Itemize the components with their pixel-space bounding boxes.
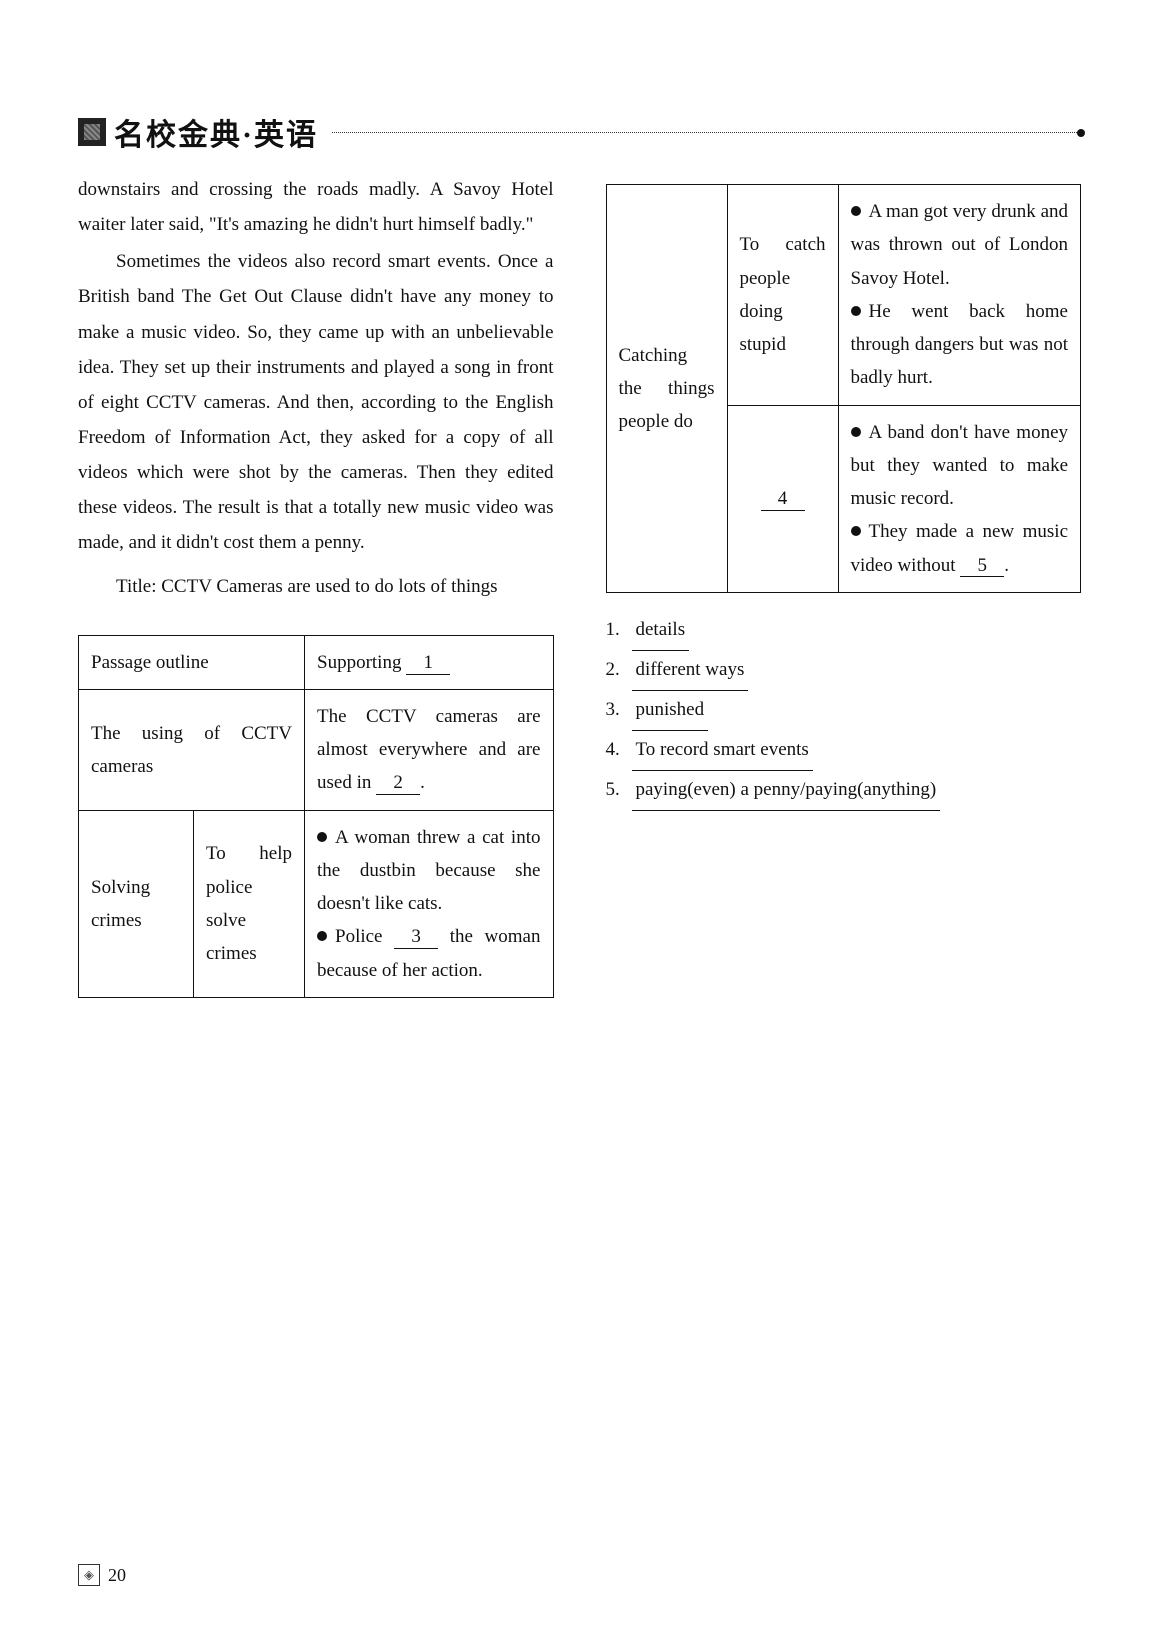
- table-title: Title: CCTV Cameras are used to do lots …: [78, 569, 554, 604]
- cell-catch-stupid: To catch people doing stupid: [727, 185, 838, 406]
- blank-4: 4: [761, 489, 805, 511]
- answer-text: different ways: [632, 651, 749, 691]
- answer-item: 3.punished: [606, 691, 1082, 731]
- answer-item: 4.To record smart events: [606, 731, 1082, 771]
- answer-text: To record smart events: [632, 731, 813, 771]
- para-continuation: downstairs and crossing the roads madly.…: [78, 172, 554, 242]
- answer-text: details: [632, 611, 690, 651]
- bullet-icon: [851, 427, 861, 437]
- bullet-item: A band don't have money but they wanted …: [851, 416, 1069, 516]
- page: 名校金典·英语 downstairs and crossing the road…: [0, 0, 1159, 1638]
- footer: ◈ 20: [78, 1564, 126, 1586]
- cell-solving-crimes: Solving crimes: [79, 810, 194, 997]
- para-smart-events: Sometimes the videos also record smart e…: [78, 244, 554, 560]
- text: The CCTV cameras are almost everywhere a…: [317, 706, 541, 794]
- text: Police: [335, 926, 394, 947]
- answer-num: 3.: [606, 691, 632, 729]
- cell-using-cctv-detail: The CCTV cameras are almost everywhere a…: [305, 689, 554, 810]
- blank-2: 2: [376, 773, 420, 795]
- cell-help-police: To help police solve crimes: [194, 810, 305, 997]
- outline-table-left: Passage outline Supporting 1 The using o…: [78, 635, 554, 998]
- cell-using-cctv: The using of CCTV cameras: [79, 689, 305, 810]
- text: A man got very drunk and was thrown out …: [851, 201, 1069, 289]
- cell-supporting: Supporting 1: [305, 635, 554, 689]
- table-row: Catching the things people do To catch p…: [606, 185, 1081, 406]
- outline-table-right: Catching the things people do To catch p…: [606, 184, 1082, 593]
- left-column: downstairs and crossing the roads madly.…: [78, 172, 554, 998]
- cell-catching-things: Catching the things people do: [606, 185, 727, 593]
- bullet-item: A man got very drunk and was thrown out …: [851, 195, 1069, 295]
- bullet-item: He went back home through dangers but wa…: [851, 295, 1069, 395]
- blank-1: 1: [406, 653, 450, 675]
- text: .: [420, 772, 425, 793]
- cell-blank-4: 4: [727, 405, 838, 592]
- table-row: Solving crimes To help police solve crim…: [79, 810, 554, 997]
- two-column-body: downstairs and crossing the roads madly.…: [78, 172, 1081, 998]
- page-number: 20: [108, 1565, 126, 1586]
- text: A band don't have money but they wanted …: [851, 422, 1069, 510]
- answer-text: paying(even) a penny/paying(anything): [632, 771, 941, 811]
- bullet-icon: [317, 931, 327, 941]
- cell-crimes-bullets: A woman threw a cat into the dustbin bec…: [305, 810, 554, 997]
- text: A woman threw a cat into the dustbin bec…: [317, 827, 541, 915]
- text: He went back home through dangers but wa…: [851, 301, 1069, 389]
- blank-5: 5: [960, 556, 1004, 578]
- text: Supporting: [317, 652, 406, 673]
- brand-rule: [332, 132, 1081, 133]
- answer-num: 4.: [606, 731, 632, 769]
- bullet-icon: [851, 526, 861, 536]
- bullet-item: A woman threw a cat into the dustbin bec…: [317, 821, 541, 921]
- answer-item: 1.details: [606, 611, 1082, 651]
- cell-band-bullets: A band don't have money but they wanted …: [838, 405, 1081, 592]
- answer-num: 1.: [606, 611, 632, 649]
- blank-3: 3: [394, 927, 438, 949]
- text: .: [1004, 555, 1009, 576]
- bullet-icon: [851, 206, 861, 216]
- bullet-item: They made a new music video without 5.: [851, 515, 1069, 582]
- brand-title: 名校金典·英语: [114, 110, 318, 154]
- brand-row: 名校金典·英语: [78, 110, 1081, 154]
- text: They made a new music video without: [851, 521, 1069, 575]
- answers-list: 1.details 2.different ways 3.punished 4.…: [606, 611, 1082, 811]
- bullet-item: Police 3 the woman because of her action…: [317, 920, 541, 987]
- table-row: The using of CCTV cameras The CCTV camer…: [79, 689, 554, 810]
- bullet-icon: [317, 832, 327, 842]
- cell-drunk-bullets: A man got very drunk and was thrown out …: [838, 185, 1081, 406]
- answer-text: punished: [632, 691, 709, 731]
- right-column: Catching the things people do To catch p…: [606, 172, 1082, 998]
- bullet-icon: [851, 306, 861, 316]
- footer-ornament-icon: ◈: [78, 1564, 100, 1586]
- table-row: Passage outline Supporting 1: [79, 635, 554, 689]
- brand-mark-icon: [78, 118, 106, 146]
- answer-item: 2.different ways: [606, 651, 1082, 691]
- answer-num: 5.: [606, 771, 632, 809]
- cell-passage-outline: Passage outline: [79, 635, 305, 689]
- answer-num: 2.: [606, 651, 632, 689]
- answer-item: 5.paying(even) a penny/paying(anything): [606, 771, 1082, 811]
